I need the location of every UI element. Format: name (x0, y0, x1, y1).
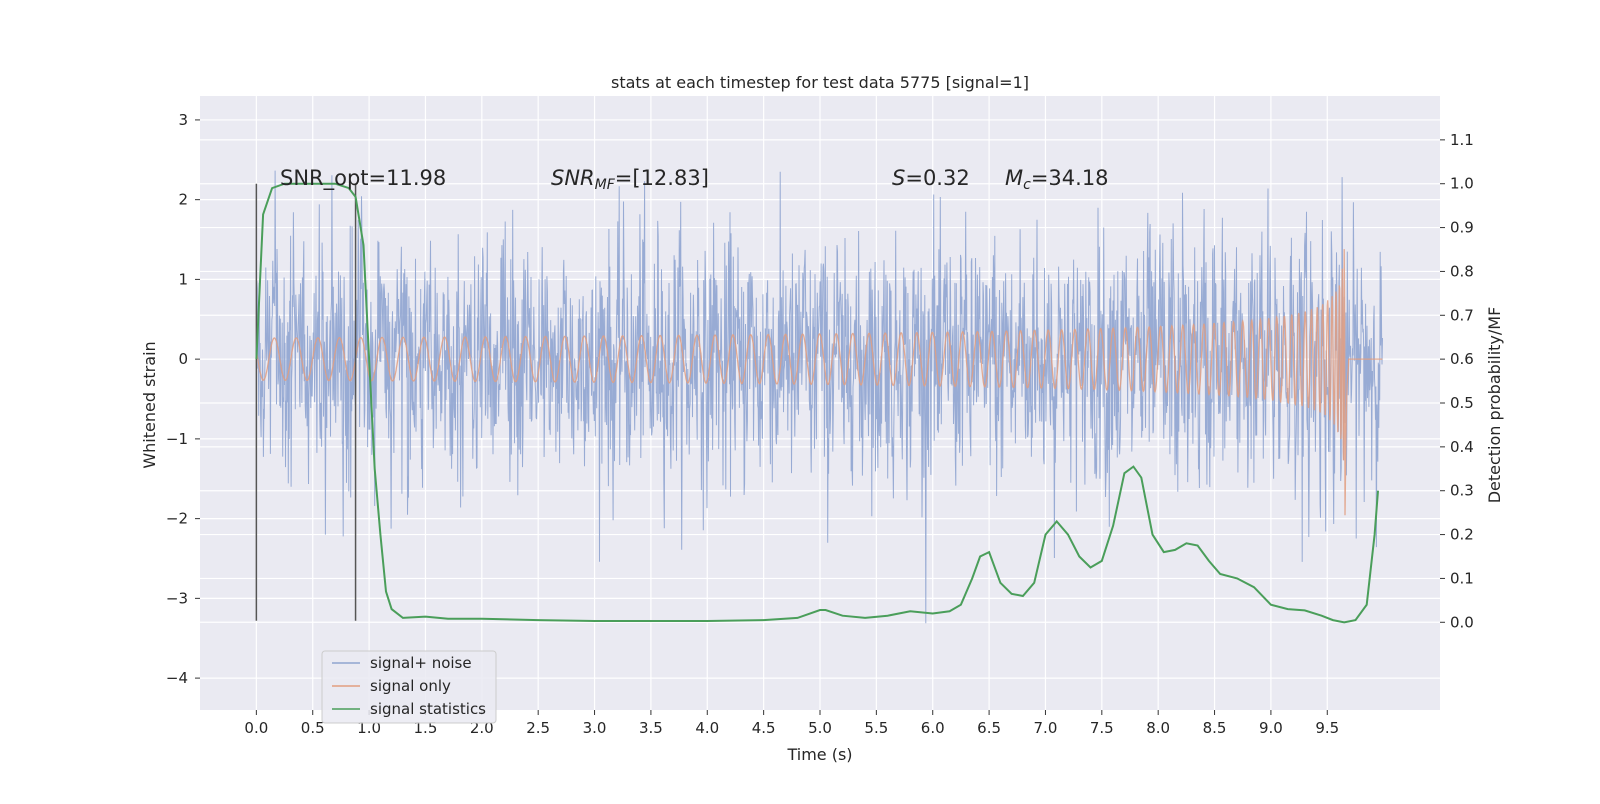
annotations: SNR_opt=11.98 SNRMF=[12.83] S=0.32 Mc=34… (280, 166, 1109, 193)
y-right-tick-label: 0.7 (1450, 306, 1474, 324)
y-left-tick-label: 3 (178, 111, 188, 129)
y-right-tick-label: 0.4 (1450, 438, 1474, 456)
x-tick-label: 8.5 (1203, 719, 1227, 737)
snr-mf-main: SNR (551, 166, 595, 190)
snr-mf-sub: MF (595, 177, 616, 193)
y-left-tick-label: −3 (166, 589, 188, 607)
x-tick-label: 6.0 (921, 719, 945, 737)
y-right-tick-label: 1.1 (1450, 131, 1474, 149)
y-right-tick-label: 0.2 (1450, 526, 1474, 544)
x-tick-label: 5.5 (864, 719, 888, 737)
mc-main: M (1005, 166, 1023, 190)
x-tick-label: 6.5 (977, 719, 1001, 737)
x-tick-label: 7.0 (1034, 719, 1058, 737)
series-signal-plus-noise (255, 170, 1383, 624)
y-left-axis-label: Whitened strain (140, 341, 159, 468)
grid-lines (200, 96, 1440, 710)
annotation-mc: Mc=34.18 (1005, 166, 1109, 193)
mc-value: =34.18 (1031, 166, 1109, 190)
x-tick-label: 0.5 (301, 719, 325, 737)
x-tick-label: 4.5 (752, 719, 776, 737)
x-axis-label: Time (s) (786, 745, 852, 764)
vertical-markers (255, 183, 357, 621)
y-right-tick-label: 1.0 (1450, 175, 1474, 193)
legend-box (321, 650, 497, 724)
annotation-snr-opt: SNR_opt=11.98 (280, 166, 446, 191)
x-tick-label: 7.5 (1090, 719, 1114, 737)
annotation-snr-mf: SNRMF=[12.83] (551, 166, 709, 193)
x-tick-label: 3.5 (639, 719, 663, 737)
chart-title: stats at each timestep for test data 577… (611, 73, 1029, 92)
y-left-tick-label: 0 (178, 350, 188, 368)
x-tick-label: 0.0 (244, 719, 268, 737)
x-tick-label: 4.0 (695, 719, 719, 737)
y-right-tick-label: 0.5 (1450, 394, 1474, 412)
x-tick-label: 2.5 (526, 719, 550, 737)
x-tick-label: 8.0 (1146, 719, 1170, 737)
y-right-axis-label: Detection probability/MF (1485, 307, 1504, 504)
y-right-axis-ticks: 1.1 1.0 0.9 0.8 0.7 0.6 0.5 0.4 0.3 0.2 0.1 0.0 (1440, 131, 1474, 631)
x-tick-label: 9.5 (1315, 719, 1339, 737)
y-right-tick-label: 0.0 (1450, 613, 1474, 631)
s-value: =0.32 (905, 166, 969, 190)
chirp-line (255, 249, 1383, 516)
x-tick-label: 3.0 (583, 719, 607, 737)
y-left-axis-ticks: 3 2 1 0 −1 −2 −3 −4 (166, 111, 200, 687)
x-tick-label: 5.0 (808, 719, 832, 737)
legend-label-chirp: signal only (370, 677, 451, 695)
y-right-tick-label: 0.1 (1450, 569, 1474, 587)
snr-mf-value: =[12.83] (615, 166, 709, 190)
y-right-tick-label: 0.3 (1450, 482, 1474, 500)
y-left-tick-label: −2 (166, 510, 188, 528)
series-signal-only (255, 249, 1383, 516)
noise-line (255, 170, 1383, 624)
y-right-tick-label: 0.8 (1450, 262, 1474, 280)
y-right-tick-label: 0.9 (1450, 219, 1474, 237)
annotation-s: S=0.32 (892, 166, 970, 190)
statistics-line (255, 182, 1379, 624)
y-left-tick-label: −4 (166, 669, 188, 687)
y-left-tick-label: 1 (178, 270, 188, 288)
mc-sub: c (1023, 177, 1031, 193)
legend-label-stats: signal statistics (370, 700, 486, 718)
legend: signal+ noise signal only signal statist… (321, 650, 497, 724)
series-signal-statistics (255, 182, 1379, 624)
y-left-tick-label: 2 (178, 191, 188, 209)
y-right-tick-label: 0.6 (1450, 350, 1474, 368)
legend-label-noise: signal+ noise (370, 654, 472, 672)
x-tick-label: 9.0 (1259, 719, 1283, 737)
s-main: S (892, 166, 905, 190)
y-left-tick-label: −1 (166, 430, 188, 448)
